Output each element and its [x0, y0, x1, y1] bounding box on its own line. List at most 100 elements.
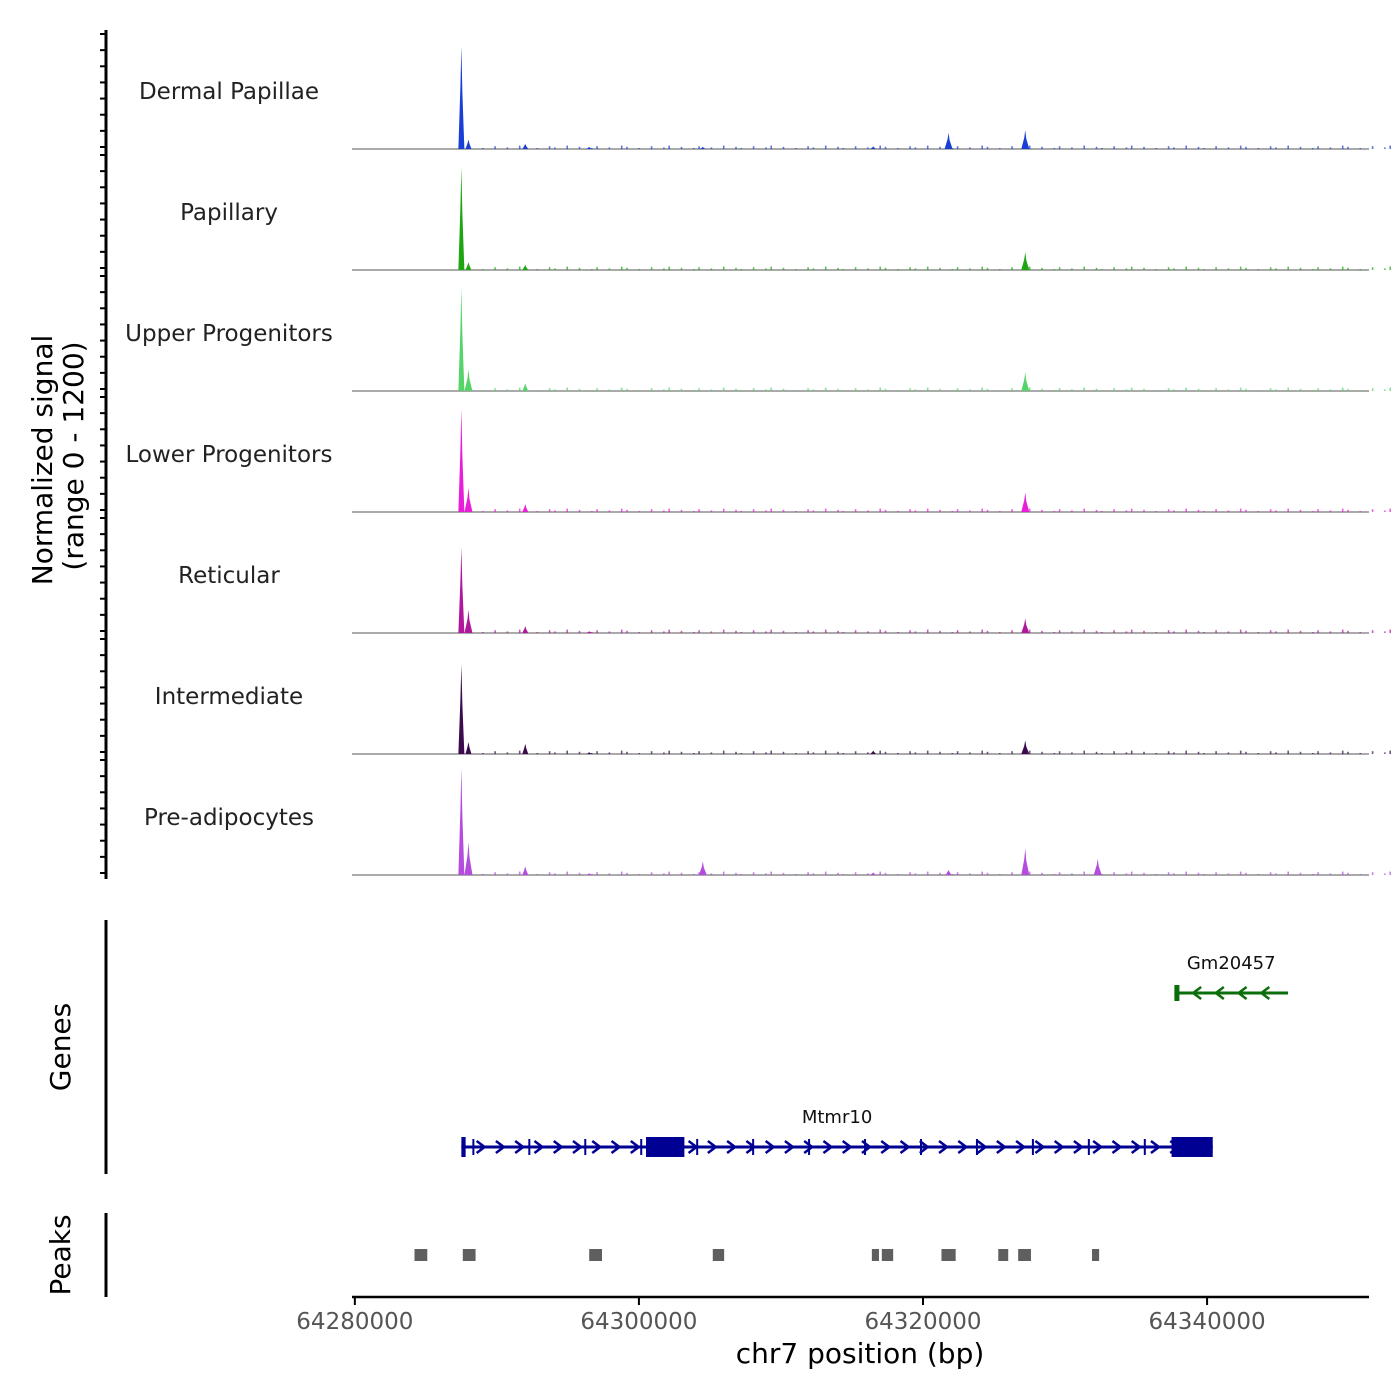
signal-noise	[956, 751, 959, 754]
signal-noise	[1269, 751, 1272, 754]
signal-noise	[1095, 751, 1098, 754]
signal-noise	[1384, 873, 1386, 875]
signal-noise	[536, 511, 539, 512]
gene-gm20457: Gm20457	[1174, 953, 1289, 1001]
signal-peak	[698, 861, 707, 875]
signal-noise	[1389, 266, 1391, 270]
signal-ylabel-line1: Normalized signal	[26, 335, 59, 586]
signal-noise	[1113, 388, 1115, 391]
signal-noise	[1269, 267, 1272, 270]
signal-noise	[591, 753, 593, 754]
signal-noise	[494, 751, 496, 754]
signal-noise	[939, 267, 941, 270]
signal-noise	[1143, 872, 1145, 875]
signal-noise	[812, 752, 815, 754]
signal-noise	[554, 873, 556, 875]
strand-chevron	[803, 1140, 815, 1154]
signal-noise	[1239, 266, 1242, 270]
signal-noise	[1071, 752, 1073, 754]
signal-noise	[1245, 146, 1247, 149]
signal-noise	[1173, 752, 1175, 754]
signal-noise	[867, 147, 869, 149]
signal-noise	[548, 630, 551, 633]
signal-noise	[914, 147, 917, 149]
signal-noise	[518, 750, 521, 754]
signal-noise	[1203, 753, 1205, 754]
signal-peak	[1021, 130, 1030, 149]
signal-noise	[591, 632, 593, 633]
signal-noise	[1287, 508, 1289, 512]
strand-chevron	[784, 1140, 795, 1154]
signal-noise	[1095, 267, 1098, 270]
signal-noise	[506, 147, 509, 149]
signal-noise	[578, 388, 581, 391]
track-label: Papillary	[180, 200, 278, 226]
signal-noise	[722, 508, 725, 512]
signal-noise	[986, 388, 989, 391]
signal-noise	[1227, 268, 1230, 270]
signal-noise	[668, 145, 670, 149]
signal-noise	[1359, 874, 1362, 875]
signal-noise	[566, 629, 568, 633]
signal-noise	[680, 630, 683, 633]
signal-noise	[650, 509, 653, 512]
signal-peak	[870, 146, 877, 149]
signal-noise	[1359, 148, 1362, 149]
signal-noise	[638, 148, 641, 149]
signal-noise	[854, 509, 857, 512]
signal-peak	[458, 167, 465, 270]
signal-noise	[1384, 147, 1386, 149]
signal-noise	[566, 387, 568, 391]
strand-chevron	[552, 1140, 564, 1154]
signal-noise	[1329, 752, 1332, 754]
signal-noise	[1125, 631, 1128, 633]
signal-noise	[482, 269, 484, 270]
strand-chevron	[957, 1140, 969, 1154]
genes-label: Genes	[44, 1003, 77, 1091]
signal-noise	[939, 872, 941, 875]
signal-noise	[1359, 390, 1362, 391]
signal-noise	[884, 388, 887, 391]
signal-noise	[1101, 874, 1103, 875]
signal-noise	[1341, 387, 1344, 391]
signal-noise	[1384, 389, 1386, 391]
signal-noise	[999, 753, 1001, 754]
signal-noise	[566, 750, 568, 754]
signal-noise	[765, 147, 767, 149]
signal-noise	[1130, 508, 1133, 512]
signal-noise	[1125, 873, 1128, 875]
signal-noise	[1023, 268, 1026, 270]
signal-noise	[1101, 632, 1103, 633]
signal-noise	[1312, 148, 1314, 149]
signal-noise	[765, 510, 767, 512]
signal-noise	[1371, 146, 1374, 149]
signal-noise	[1239, 387, 1242, 391]
signal-noise	[638, 511, 641, 512]
signal-noise	[795, 753, 797, 754]
signal-noise	[1317, 630, 1319, 633]
signal-noise	[1371, 630, 1374, 633]
signal-noise	[1197, 751, 1200, 754]
signal-noise	[693, 269, 695, 270]
signal-noise	[626, 751, 628, 754]
signal-noise	[650, 751, 653, 754]
signal-noise	[740, 390, 743, 391]
signal-noise	[807, 267, 809, 270]
signal-noise	[578, 509, 581, 512]
signal-noise	[1011, 872, 1013, 875]
peak-track	[414, 1249, 1100, 1261]
signal-noise	[626, 509, 628, 512]
signal-noise	[1299, 751, 1302, 754]
signal-noise	[548, 267, 551, 270]
signal-noise	[914, 873, 917, 875]
signal-noise	[668, 266, 670, 270]
signal-noise	[608, 389, 611, 391]
signal-noise	[1197, 509, 1200, 512]
signal-noise	[770, 266, 772, 270]
signal-ylabel-line2: (range 0 - 1200)	[57, 341, 90, 570]
signal-noise	[986, 872, 989, 875]
signal-noise	[884, 146, 887, 149]
signal-noise	[1347, 388, 1349, 391]
signal-noise	[1197, 388, 1200, 391]
signal-noise	[740, 632, 743, 633]
